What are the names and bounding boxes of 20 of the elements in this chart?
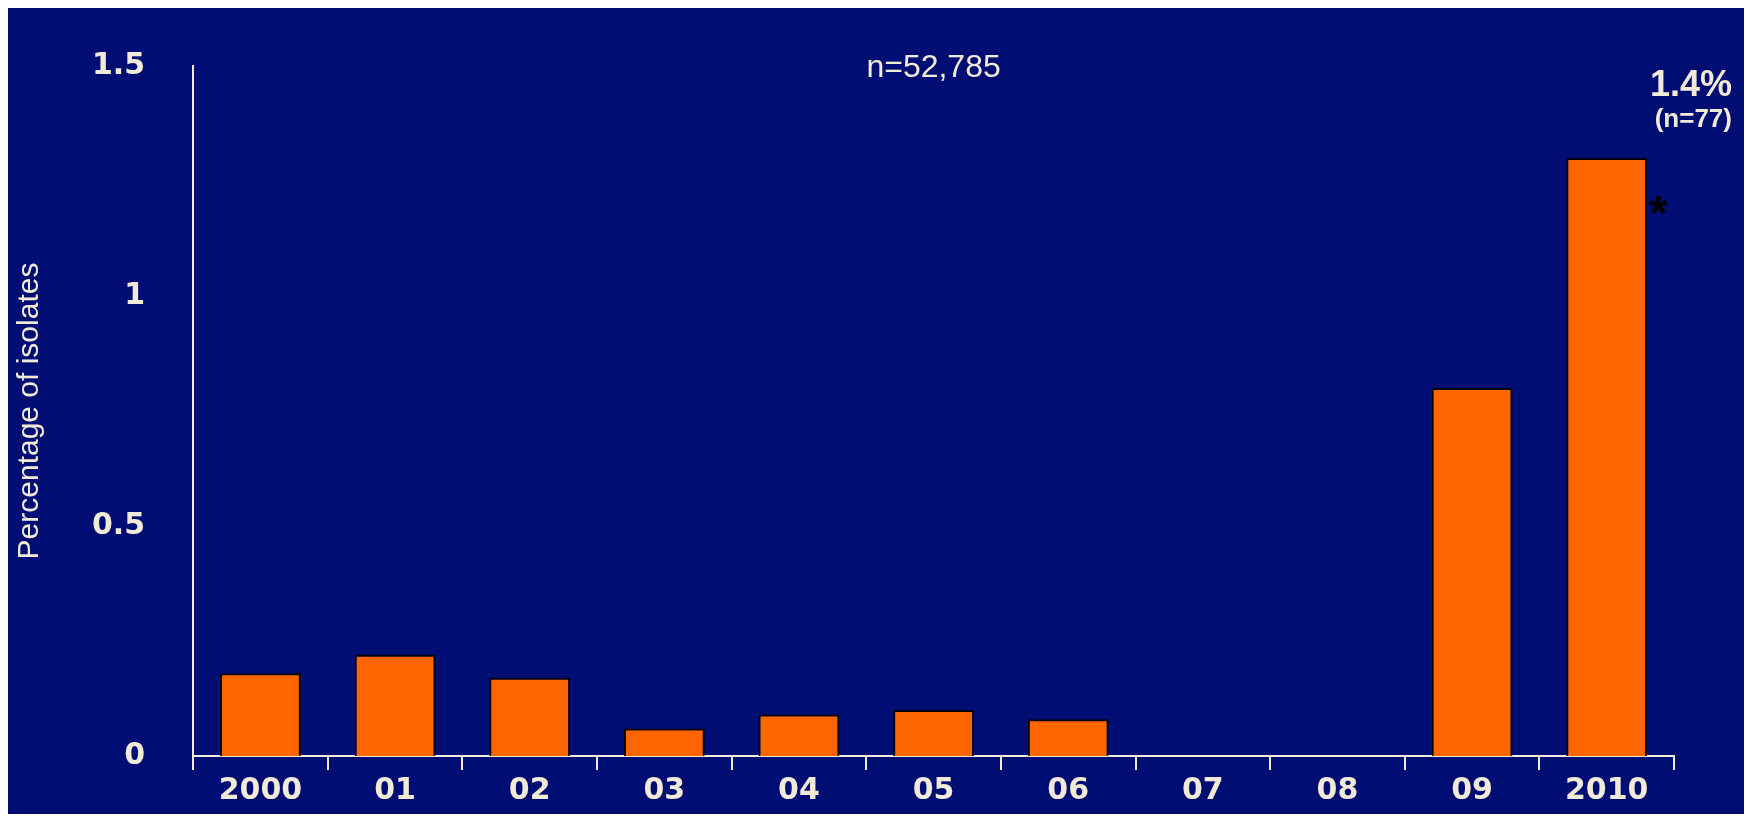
annotation: (n=77)	[1654, 103, 1732, 134]
x-tick-label: 06	[1047, 770, 1090, 806]
x-tick-label: 2010	[1564, 770, 1649, 806]
x-tick-label: 01	[374, 770, 416, 806]
y-tick-label: 1	[124, 275, 146, 311]
y-tick-label: 0	[124, 735, 146, 771]
y-axis-title: Percentage of isolates	[11, 262, 45, 560]
annotation: *	[1649, 186, 1669, 240]
x-tick-label: 02	[508, 770, 551, 806]
annotation: n=52,785	[866, 47, 1001, 84]
x-tick-label: 04	[778, 770, 820, 806]
x-tick-label: 03	[643, 770, 686, 806]
x-tick-label: 2000	[218, 770, 303, 806]
x-tick-label: 07	[1181, 770, 1224, 806]
x-tick-label: 08	[1316, 770, 1359, 806]
annotation: 1.4%	[1649, 62, 1732, 104]
y-tick-label: 1.5	[91, 45, 146, 81]
x-tick-label: 05	[912, 770, 955, 806]
y-tick-label: 0.5	[91, 505, 146, 541]
x-tick-label: 09	[1451, 770, 1493, 806]
